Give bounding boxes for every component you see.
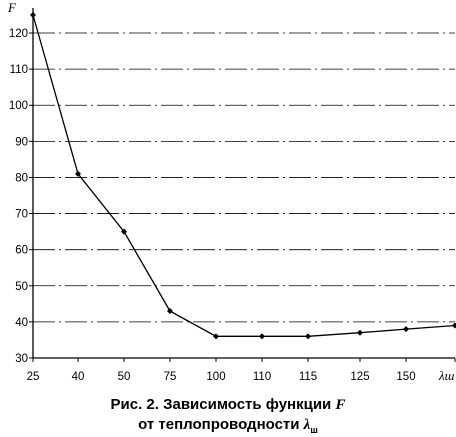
data-point-marker <box>167 308 173 315</box>
y-tick-labels: 30 40 50 60 70 80 90 100 110 120 <box>9 28 33 365</box>
x-tick-label: 125 <box>350 371 369 383</box>
data-point-marker <box>305 333 311 340</box>
y-tick-label: 30 <box>15 353 28 365</box>
gridlines <box>33 32 455 323</box>
y-tick-label: 100 <box>9 100 28 112</box>
y-tick-label: 70 <box>15 209 28 221</box>
caption-line2-text: от теплопроводности <box>138 416 300 433</box>
y-tick-label: 110 <box>10 64 28 76</box>
data-point-marker <box>452 322 456 329</box>
y-tick-label: 90 <box>15 136 28 148</box>
y-tick-label: 80 <box>15 172 28 184</box>
x-axis-label: λш <box>438 368 455 383</box>
y-tick-label: 50 <box>15 281 28 293</box>
x-tick-label: 75 <box>164 371 177 383</box>
y-tick-label: 120 <box>9 28 28 40</box>
x-tick-label: 40 <box>72 371 85 383</box>
x-tick-label: 100 <box>206 371 225 383</box>
figure-caption: Рис. 2. Зависимость функции F <box>0 396 456 414</box>
series-markers <box>30 11 456 340</box>
x-tick-label: 150 <box>396 371 415 383</box>
data-point-marker <box>357 329 363 336</box>
x-tick-label: 50 <box>118 371 131 383</box>
data-point-marker <box>30 11 36 18</box>
caption-symbol-lambda: λ <box>303 417 311 433</box>
data-point-marker <box>213 333 219 340</box>
figure-caption-line2: от теплопроводности λш <box>0 416 456 435</box>
caption-subscript: ш <box>310 425 318 435</box>
series-line <box>32 14 456 337</box>
data-point-marker <box>121 228 127 235</box>
x-tick-label: 110 <box>253 371 271 383</box>
y-tick-label: 40 <box>15 317 28 329</box>
x-tick-label: 115 <box>299 371 317 383</box>
data-point-marker <box>75 170 81 177</box>
x-tick-labels: 25 40 50 75 100 110 115 125 150 λш <box>27 358 456 383</box>
y-axis-label: F <box>7 0 17 15</box>
y-tick-label: 60 <box>15 245 28 257</box>
caption-line1-text: Рис. 2. Зависимость функции <box>110 396 332 413</box>
data-point-marker <box>259 333 265 340</box>
data-point-marker <box>403 326 409 333</box>
x-tick-label: 25 <box>27 371 40 383</box>
caption-symbol-f: F <box>335 397 346 413</box>
